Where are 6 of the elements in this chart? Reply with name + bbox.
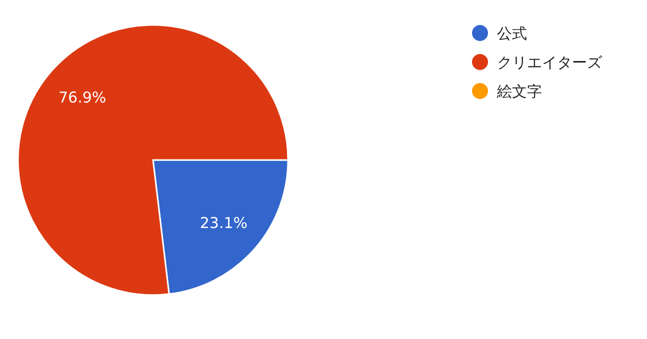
legend-label: クリエイターズ: [497, 53, 603, 72]
legend-label: 公式: [497, 24, 527, 42]
data-label: 76.9%: [58, 88, 106, 107]
legend-label: 絵文字: [496, 82, 542, 100]
data-label: 23.1%: [200, 214, 248, 232]
pie-slice: [17, 24, 289, 296]
